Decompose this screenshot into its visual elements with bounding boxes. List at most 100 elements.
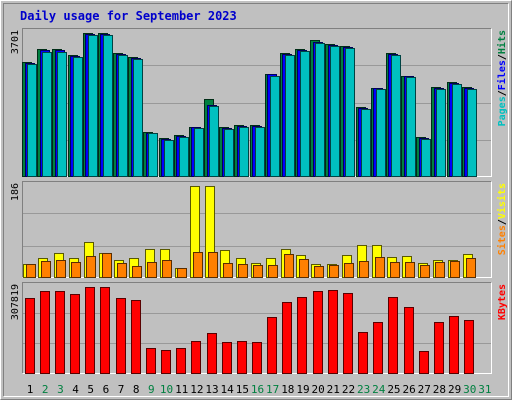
frame-bevel-inner-dark — [3, 3, 509, 397]
bar-pages-day-11 — [179, 137, 189, 177]
bar-sites-day-7 — [117, 263, 127, 278]
bar-pages-day-12 — [194, 128, 204, 177]
bar-pages-day-6 — [103, 35, 113, 177]
bar-kbytes-day-5 — [85, 287, 95, 374]
bar-pages-day-19 — [300, 51, 310, 177]
panel-bevel-dark — [22, 181, 492, 278]
bar-kbytes-day-1 — [25, 298, 35, 374]
day-label-11: 11 — [175, 383, 188, 396]
day-label-31: 31 — [478, 383, 491, 396]
day-label-28: 28 — [433, 383, 446, 396]
bar-sites-day-10 — [162, 260, 172, 278]
day-label-4: 4 — [72, 383, 79, 396]
bar-pages-day-29 — [452, 84, 462, 177]
bar-kbytes-day-22 — [343, 293, 353, 374]
bar-sites-day-4 — [71, 262, 81, 278]
bar-sites-day-13 — [208, 252, 218, 278]
bar-kbytes-day-24 — [373, 322, 383, 374]
bar-pages-day-1 — [27, 64, 37, 177]
bar-sites-day-24 — [375, 257, 385, 278]
bar-sites-day-21 — [329, 265, 339, 278]
day-label-6: 6 — [103, 383, 110, 396]
day-label-19: 19 — [296, 383, 309, 396]
bar-kbytes-day-9 — [146, 348, 156, 374]
day-label-17: 17 — [266, 383, 279, 396]
bar-pages-day-10 — [164, 140, 174, 177]
bar-kbytes-day-12 — [191, 341, 201, 374]
panel-legend: Pages/Files/Hits — [496, 30, 508, 126]
bar-kbytes-day-25 — [388, 297, 398, 374]
bar-pages-day-14 — [224, 129, 234, 177]
legend-entry-hits: Hits — [496, 30, 508, 54]
legend-entry-sites: Sites — [496, 225, 508, 255]
bar-pages-day-30 — [467, 89, 477, 177]
bar-sites-day-20 — [314, 266, 324, 278]
bar-pages-day-18 — [285, 55, 295, 177]
panel-max-label: 307819 — [10, 284, 21, 320]
bar-kbytes-day-19 — [297, 297, 307, 374]
day-label-15: 15 — [236, 383, 249, 396]
bar-sites-day-18 — [284, 254, 294, 278]
bar-kbytes-day-23 — [358, 332, 368, 374]
bar-kbytes-day-17 — [267, 317, 277, 374]
bar-sites-day-15 — [238, 264, 248, 278]
bar-sites-day-14 — [223, 263, 233, 278]
bar-pages-day-25 — [391, 55, 401, 177]
bar-sites-day-29 — [450, 261, 460, 278]
chart-title: Daily usage for September 2023 — [20, 9, 237, 23]
day-label-23: 23 — [357, 383, 370, 396]
day-label-8: 8 — [133, 383, 140, 396]
day-label-20: 20 — [312, 383, 325, 396]
bar-pages-day-27 — [421, 139, 431, 177]
bar-sites-day-28 — [435, 262, 445, 278]
bar-kbytes-day-28 — [434, 322, 444, 374]
bar-pages-day-16 — [255, 127, 265, 177]
panel-legend: KBytes — [497, 284, 508, 320]
bar-kbytes-day-26 — [404, 307, 414, 374]
frame-bevel-inner-light — [3, 3, 509, 397]
bar-sites-day-12 — [193, 252, 203, 278]
bar-sites-day-27 — [420, 265, 430, 278]
bar-pages-day-17 — [270, 76, 280, 177]
panel-kbytes: 307819 KBytes — [10, 282, 508, 374]
panel-bevel-dark — [22, 282, 492, 374]
day-label-5: 5 — [87, 383, 94, 396]
bar-sites-day-3 — [56, 260, 66, 278]
bar-sites-day-8 — [132, 266, 142, 278]
bar-kbytes-day-7 — [116, 298, 126, 374]
bar-pages-day-3 — [57, 52, 67, 177]
bar-sites-day-11 — [177, 268, 187, 278]
bar-sites-day-22 — [344, 263, 354, 278]
bar-sites-day-1 — [26, 264, 36, 278]
bar-kbytes-day-11 — [176, 348, 186, 374]
bar-sites-day-6 — [102, 253, 112, 278]
legend-separator: / — [497, 219, 508, 225]
bar-sites-day-30 — [466, 258, 476, 278]
day-label-9: 9 — [148, 383, 155, 396]
bar-sites-day-5 — [86, 256, 96, 278]
bar-pages-day-28 — [436, 89, 446, 177]
day-label-10: 10 — [160, 383, 173, 396]
bar-sites-day-16 — [253, 265, 263, 278]
bar-pages-day-24 — [376, 89, 386, 177]
bar-kbytes-day-2 — [40, 291, 50, 374]
bar-pages-day-13 — [209, 106, 219, 177]
day-label-26: 26 — [402, 383, 415, 396]
day-label-7: 7 — [118, 383, 125, 396]
legend-separator: / — [497, 90, 508, 96]
bar-pages-day-20 — [315, 43, 325, 177]
bar-pages-day-5 — [88, 35, 98, 177]
day-label-3: 3 — [57, 383, 64, 396]
day-label-22: 22 — [342, 383, 355, 396]
day-label-13: 13 — [205, 383, 218, 396]
legend-entry-visits: Visits — [496, 183, 508, 219]
day-label-16: 16 — [251, 383, 264, 396]
bar-pages-day-4 — [73, 57, 83, 177]
bar-pages-day-23 — [361, 109, 371, 177]
bar-pages-day-15 — [239, 127, 249, 177]
bar-kbytes-day-29 — [449, 316, 459, 374]
day-label-1: 1 — [27, 383, 34, 396]
bar-sites-day-25 — [390, 262, 400, 278]
